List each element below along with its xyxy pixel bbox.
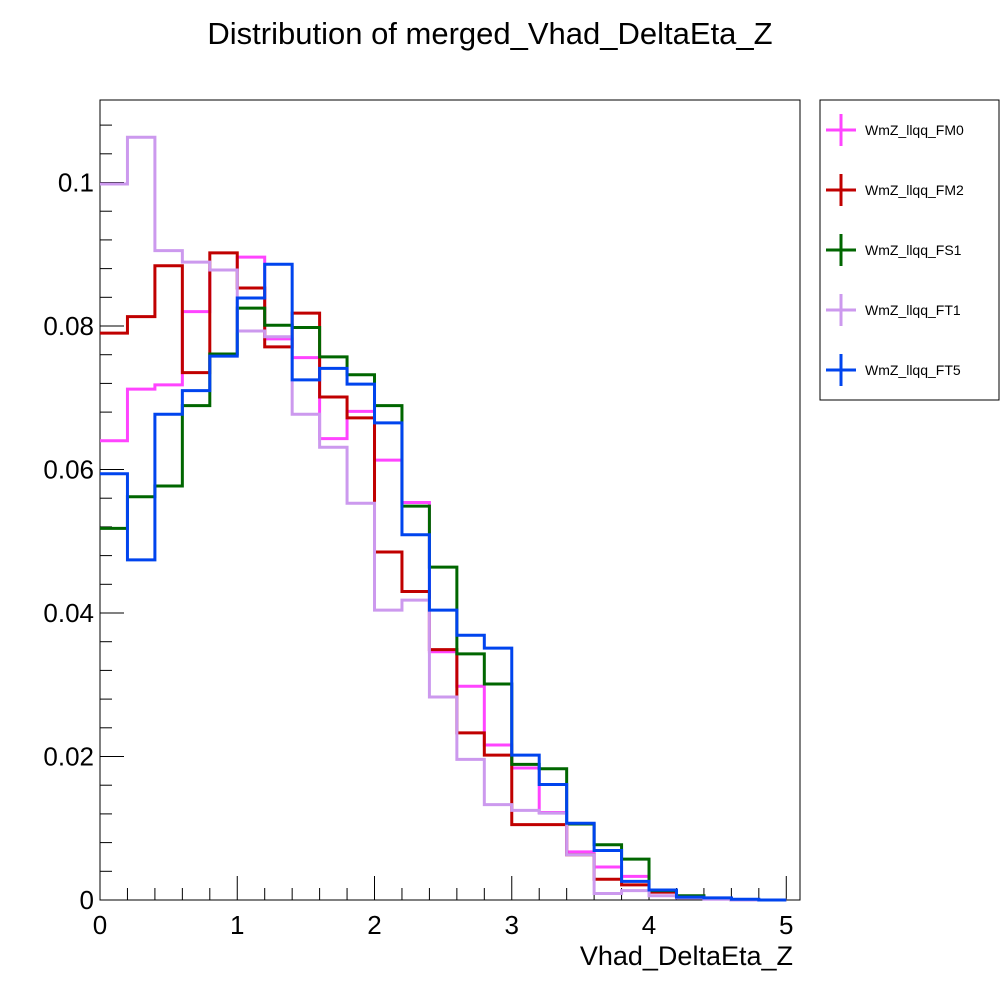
legend: WmZ_llqq_FM0 WmZ_llqq_FM2 WmZ_llqq_FS1 WmZ_… [819,99,1000,401]
y-tick-label: 0.06 [43,455,94,485]
y-tick-label: 0.1 [58,168,94,198]
series-line-wmz-llqq-ft1 [100,135,787,902]
y-tick-label: 0.04 [43,598,94,628]
series-line-wmz-llqq-fm0 [100,255,787,902]
y-tick-label: 0 [80,885,94,915]
chart-title: Distribution of merged_Vhad_DeltaEta_Z [207,16,772,51]
x-tick-label: 2 [367,910,381,940]
legend-label: WmZ_llqq_FT1 [865,302,961,318]
series-line-wmz-llqq-fs1 [100,306,787,902]
legend-entry: WmZ_llqq_FM2 [826,174,964,206]
axis-ticks [99,124,787,901]
tick-labels: 0 1 2 3 4 5 0 0.02 0.04 0.06 0.08 0.1 [43,168,793,940]
legend-label: WmZ_llqq_FS1 [865,242,962,258]
legend-entry: WmZ_llqq_FS1 [826,234,962,266]
x-tick-label: 5 [779,910,793,940]
legend-items: WmZ_llqq_FM0 WmZ_llqq_FM2 WmZ_llqq_FS1 WmZ_… [826,114,964,386]
legend-label: WmZ_llqq_FM2 [865,182,964,198]
legend-entry: WmZ_llqq_FT1 [826,294,961,326]
legend-label: WmZ_llqq_FM0 [865,122,964,138]
legend-entry: WmZ_llqq_FM0 [826,114,964,146]
y-tick-label: 0.02 [43,742,94,772]
x-tick-label: 0 [93,910,107,940]
series-layer [100,135,787,902]
x-tick-label: 1 [230,910,244,940]
legend-label: WmZ_llqq_FT5 [865,362,961,378]
x-tick-label: 4 [642,910,656,940]
y-tick-label: 0.08 [43,311,94,341]
x-axis-title: Vhad_DeltaEta_Z [580,941,793,971]
x-tick-label: 3 [505,910,519,940]
plot-frame [99,99,801,901]
series-line-wmz-llqq-ft5 [100,262,787,902]
legend-entry: WmZ_llqq_FT5 [826,354,961,386]
series-line-wmz-llqq-fm2 [100,251,787,902]
